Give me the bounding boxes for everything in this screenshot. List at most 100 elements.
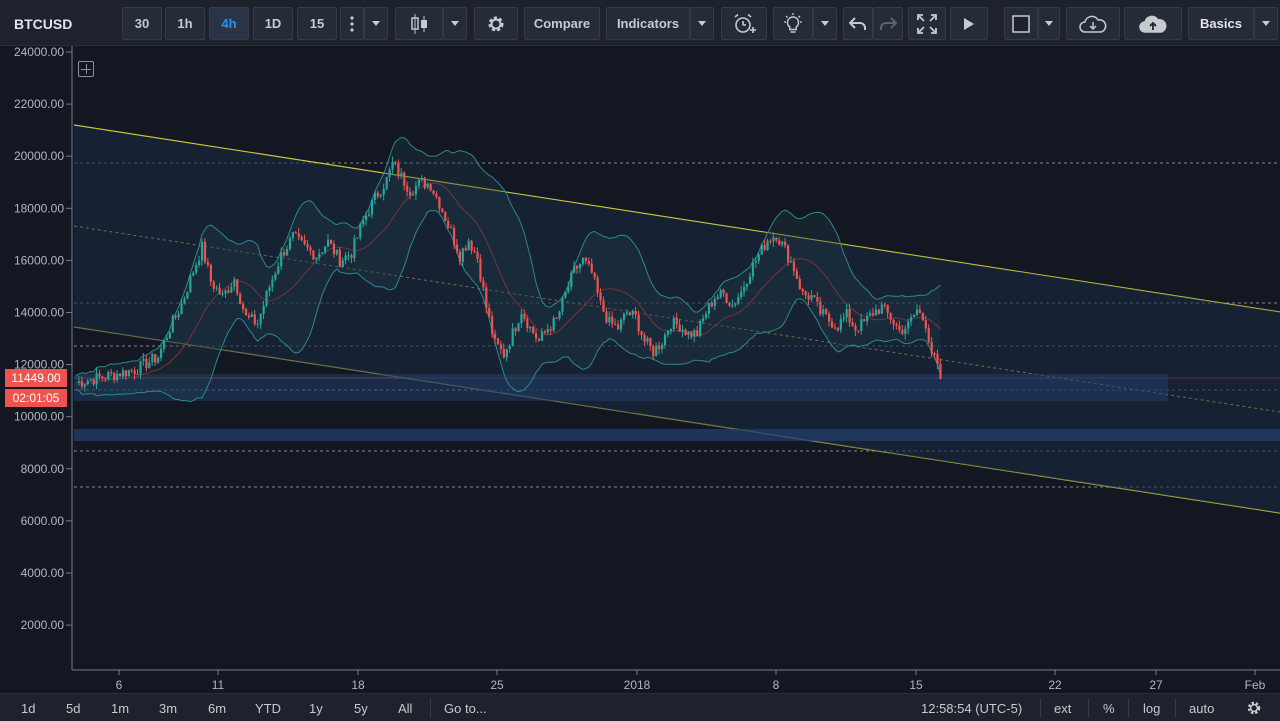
indicators-button[interactable]: Indicators (606, 7, 690, 40)
load-layout-button[interactable] (1066, 7, 1120, 40)
interval-1h-button[interactable]: 1h (165, 7, 205, 40)
symbol-name[interactable]: BTCUSD (6, 7, 116, 40)
candle-body (933, 353, 936, 355)
drawing-template-button[interactable] (1004, 7, 1038, 40)
candle-body (786, 245, 790, 263)
fullscreen-button[interactable] (908, 7, 946, 40)
candle-body (819, 301, 822, 315)
candle-body (508, 345, 511, 350)
percent-scale-toggle[interactable]: % (1103, 700, 1115, 716)
candle-body (637, 314, 640, 332)
candle-body (397, 163, 400, 177)
candle-body (590, 263, 593, 273)
last-price-label: 11449.00 (5, 369, 67, 387)
divider (1128, 698, 1129, 718)
goto-date-button[interactable]: Go to... (444, 700, 487, 716)
range-3m[interactable]: 3m (159, 700, 178, 716)
candle-body (517, 323, 520, 331)
candle-body (552, 317, 555, 331)
ideas-button[interactable] (773, 7, 813, 40)
candle-body (710, 302, 714, 307)
candle-body (593, 272, 596, 278)
candle-body (611, 316, 614, 324)
undo-button[interactable] (843, 7, 873, 40)
chart-area[interactable]: 24000.00 22000.00 20000.00 18000.00 16000.00… (0, 46, 1280, 693)
candle-body (716, 297, 719, 299)
divider (1040, 698, 1041, 718)
redo-button[interactable] (873, 7, 903, 40)
candle-body (98, 373, 101, 377)
candle-body (86, 380, 89, 385)
interval-30-button[interactable]: 30 (122, 7, 162, 40)
candle-body (719, 289, 722, 298)
candle-body (239, 293, 242, 305)
top-toolbar: BTCUSD 30 1h 4h 1D 15 Compare Indicators (0, 0, 1280, 46)
candle-body (227, 290, 230, 293)
candle-body (828, 313, 831, 322)
candle-body (315, 257, 318, 260)
candle-body (118, 373, 122, 377)
layout-name-button[interactable]: Basics (1188, 7, 1254, 40)
price-chart[interactable]: 24000.00 22000.00 20000.00 18000.00 16000.00… (0, 46, 1280, 693)
candle-body (699, 321, 702, 336)
candle-body (236, 279, 239, 294)
trendline-upper[interactable] (73, 124, 1280, 313)
candle-body (151, 354, 154, 363)
candle-body (725, 293, 728, 304)
candle-body (420, 177, 423, 180)
more-vertical-icon[interactable] (340, 7, 364, 40)
candle-body (883, 304, 886, 306)
replay-button[interactable] (950, 7, 988, 40)
interval-4h-button[interactable]: 4h (209, 7, 249, 40)
candle-body (737, 297, 740, 304)
compare-button[interactable]: Compare (524, 7, 600, 40)
candle-body (628, 312, 631, 315)
candle-body (930, 341, 933, 354)
chart-style-dropdown[interactable] (443, 7, 467, 40)
settings-button[interactable] (474, 7, 518, 40)
interval-15-button[interactable]: 15 (297, 7, 337, 40)
candle-body (452, 227, 456, 245)
range-1d[interactable]: 1d (21, 700, 36, 716)
extended-hours-toggle[interactable]: ext (1054, 700, 1072, 716)
candle-body (681, 329, 684, 332)
price-tick-label: 8000.00 (21, 462, 65, 476)
interval-1d-button[interactable]: 1D (253, 7, 293, 40)
clock-timezone[interactable]: 12:58:54 (UTC-5) (921, 700, 1023, 716)
range-1y[interactable]: 1y (309, 700, 323, 716)
range-5d[interactable]: 5d (66, 700, 81, 716)
indicators-dropdown[interactable] (690, 7, 714, 40)
candle-body (382, 188, 385, 195)
layout-dropdown[interactable] (1254, 7, 1278, 40)
candle-body (874, 309, 878, 316)
candle-body (485, 287, 488, 308)
candle-body (810, 295, 813, 300)
range-5y[interactable]: 5y (354, 700, 368, 716)
auto-scale-toggle[interactable]: auto (1189, 700, 1215, 716)
drawing-template-dropdown[interactable] (1038, 7, 1060, 40)
save-layout-button[interactable] (1124, 7, 1182, 40)
scale-settings-button[interactable] (1246, 694, 1262, 721)
alert-button[interactable] (721, 7, 767, 40)
candle-body (784, 241, 787, 246)
interval-dropdown-button[interactable] (364, 7, 388, 40)
candle-body (212, 281, 215, 289)
candle-body (696, 330, 699, 336)
log-scale-toggle[interactable]: log (1143, 700, 1161, 716)
candle-body (198, 260, 201, 265)
time-tick-label: Feb (1245, 678, 1266, 692)
candle-body (549, 329, 552, 331)
chevron-down-icon (1262, 21, 1270, 26)
range-all[interactable]: All (398, 700, 413, 716)
candle-body (95, 373, 98, 385)
candle-body (760, 244, 763, 255)
chart-style-button[interactable] (395, 7, 443, 40)
fullscreen-icon (917, 13, 937, 34)
candle-body (406, 185, 409, 192)
range-1m[interactable]: 1m (111, 700, 130, 716)
range-6m[interactable]: 6m (208, 700, 227, 716)
add-symbol-icon[interactable] (78, 61, 94, 77)
ideas-dropdown[interactable] (813, 7, 837, 40)
candle-body (892, 319, 895, 325)
range-ytd[interactable]: YTD (255, 700, 281, 716)
